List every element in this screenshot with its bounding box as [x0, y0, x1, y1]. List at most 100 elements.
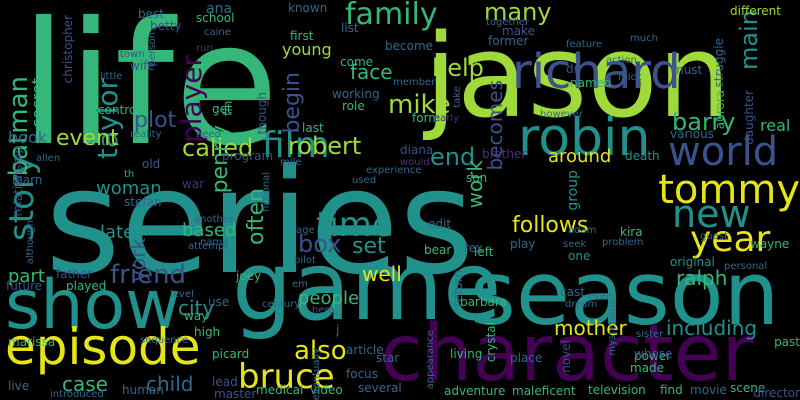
word-book: book	[8, 128, 47, 147]
word-including: including	[666, 316, 758, 340]
word-used: used	[352, 175, 377, 186]
word-main: main	[735, 10, 763, 70]
word-show: show	[5, 266, 181, 345]
word-living: living	[450, 347, 483, 361]
word-death: death	[625, 149, 660, 163]
word-diana: diana	[400, 143, 434, 157]
word-get: get	[212, 102, 232, 116]
word-mysterious: mysterious	[607, 300, 618, 356]
word-control: control	[98, 103, 140, 117]
word-use: use	[208, 295, 230, 309]
word-sequence: sequence	[140, 335, 189, 346]
word-tommy: tommy	[658, 167, 800, 213]
word-known: known	[288, 1, 328, 15]
word-later: later	[100, 222, 142, 243]
word-aurora: aurora	[713, 90, 727, 130]
word-must: must	[672, 63, 703, 77]
word-age: age	[296, 225, 315, 236]
word-eventually: eventually	[311, 347, 322, 400]
word-mile: mile	[280, 157, 302, 168]
word-maleficent: maleficent	[512, 384, 576, 398]
word-town: town	[120, 49, 145, 60]
word-episode: episode	[5, 318, 201, 376]
word-attempt: attempt	[188, 241, 229, 252]
word-based: based	[182, 220, 237, 241]
word-barbara: barbara	[460, 295, 508, 309]
word-find: find	[660, 383, 683, 397]
word-face: face	[350, 60, 393, 84]
word-one: one	[568, 249, 591, 263]
word-secret: secret	[28, 78, 47, 128]
word-way: way	[184, 309, 209, 323]
word-high: high	[194, 325, 221, 339]
word-wife: wife	[130, 59, 155, 73]
word-another: another	[194, 214, 234, 225]
word-real: real	[760, 116, 791, 135]
word-many: many	[484, 0, 552, 26]
word-begin: begin	[280, 72, 305, 134]
word-mother: mother	[554, 316, 627, 340]
word-rex: rex	[464, 241, 483, 255]
word-world: world	[668, 129, 779, 175]
word-around: around	[548, 146, 612, 167]
word-come: come	[340, 55, 374, 69]
word-pilot: pilot	[294, 255, 316, 266]
word-ana: ana	[206, 1, 233, 17]
word-robert: robert	[288, 132, 362, 160]
word-group: group	[565, 170, 581, 211]
word-well: well	[362, 262, 402, 286]
word-father: father	[56, 267, 93, 281]
word-woman: woman	[96, 178, 162, 199]
word-sister: sister	[636, 329, 664, 340]
word-left: left	[474, 245, 494, 259]
word-crystal: crystal	[484, 322, 498, 363]
word-even: even	[588, 291, 613, 302]
word-follows: follows	[512, 213, 589, 238]
word-appearance: appearance	[425, 330, 436, 390]
word-personal: personal	[724, 261, 768, 272]
word-dr: dr	[566, 62, 579, 76]
word-richard: richard	[512, 44, 681, 100]
word-jason: jason	[425, 10, 731, 144]
word-star: star	[376, 351, 400, 365]
word-article: article	[346, 343, 384, 357]
word-video: video	[310, 383, 343, 397]
word-bear: bear	[424, 243, 452, 257]
word-kira: kira	[620, 225, 643, 239]
word-experience: experience	[366, 165, 422, 176]
word-school: school	[196, 11, 235, 25]
word-year: year	[690, 219, 771, 260]
word-york: york	[126, 238, 150, 282]
word-former: former	[488, 34, 529, 48]
word-seek: seek	[563, 239, 587, 250]
word-best: best	[138, 7, 164, 21]
word-new: new	[672, 192, 751, 236]
word-adam: adam	[568, 225, 597, 236]
word-power: power	[634, 349, 672, 363]
word-program: program	[222, 149, 274, 163]
word-edit: edit	[428, 217, 452, 231]
word-christopher: christopher	[61, 15, 75, 84]
word-picard: picard	[212, 347, 250, 361]
word-learn: learn	[12, 173, 43, 187]
word-life: life	[20, 0, 279, 184]
word-little: little	[100, 71, 123, 82]
word-set: set	[352, 234, 386, 259]
word-different: different	[730, 4, 781, 18]
word-play: play	[510, 237, 536, 251]
word-make: make	[502, 24, 535, 38]
word-named: named	[570, 76, 612, 90]
word-scene: scene	[730, 381, 766, 395]
word-would: would	[400, 157, 430, 168]
word-series: series	[45, 138, 475, 307]
word-game: game	[232, 232, 502, 342]
word-list: list	[341, 21, 359, 35]
word-played: played	[66, 279, 107, 293]
word-lead: lead	[212, 375, 238, 389]
word-people: people	[298, 288, 360, 309]
word-place: place	[510, 351, 543, 365]
word-marissa: marissa	[8, 335, 56, 349]
word-em: em	[292, 279, 308, 290]
word-introduced: introduced	[50, 389, 104, 400]
word-take: take	[452, 86, 463, 108]
